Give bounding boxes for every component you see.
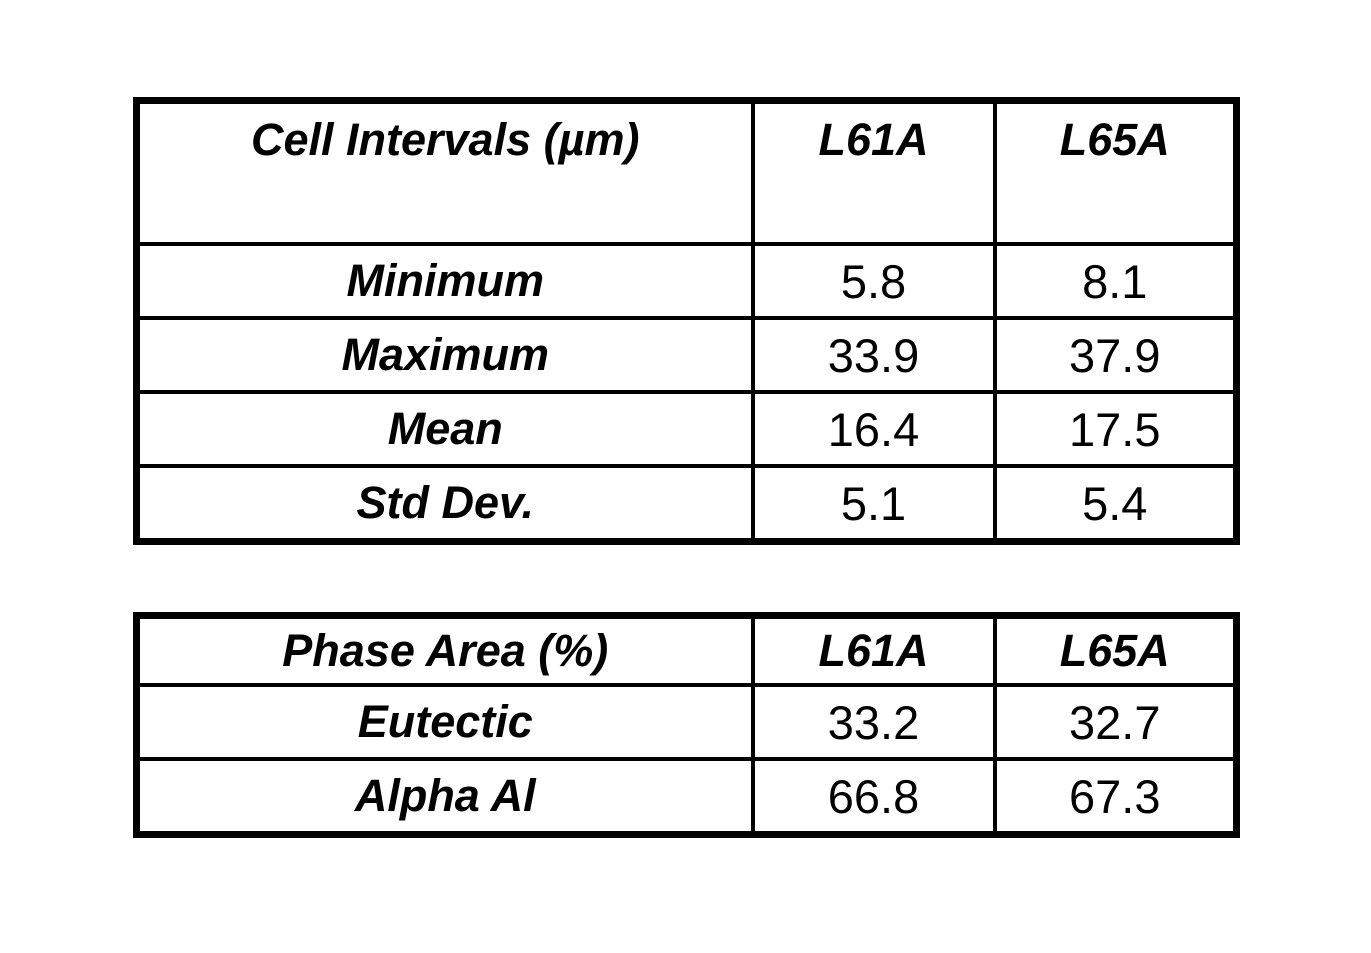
cell-maximum-l61a: 33.9 [750, 316, 997, 394]
table-row-maximum: Maximum 33.9 37.9 [134, 316, 1239, 394]
cell-intervals-header-row: Cell Intervals (µm) L61A L65A [134, 98, 1239, 246]
cell-eutectic-l61a: 33.2 [750, 683, 997, 761]
cell-mean-l61a: 16.4 [750, 390, 997, 468]
cell-std-dev-l61a: 5.1 [750, 464, 997, 544]
row-label-std-dev: Std Dev. [134, 464, 755, 544]
phase-area-column-header-l65a: L65A [992, 613, 1239, 687]
phase-area-header-row: Phase Area (%) L61A L65A [134, 613, 1239, 687]
cell-minimum-l65a: 8.1 [992, 242, 1239, 320]
row-label-minimum: Minimum [134, 242, 755, 320]
phase-area-table: Phase Area (%) L61A L65A Eutectic 33.2 3… [133, 612, 1240, 838]
table-row-mean: Mean 16.4 17.5 [134, 390, 1239, 468]
cell-mean-l65a: 17.5 [992, 390, 1239, 468]
phase-area-column-header-l61a: L61A [750, 613, 997, 687]
row-label-mean: Mean [134, 390, 755, 468]
cell-alpha-al-l61a: 66.8 [750, 757, 997, 837]
cell-intervals-title: Cell Intervals (µm) [134, 98, 755, 246]
table-row-minimum: Minimum 5.8 8.1 [134, 242, 1239, 320]
row-label-eutectic: Eutectic [134, 683, 755, 761]
cell-maximum-l65a: 37.9 [992, 316, 1239, 394]
column-header-l65a: L65A [992, 98, 1239, 246]
table-row-eutectic: Eutectic 33.2 32.7 [134, 683, 1239, 761]
column-header-l61a: L61A [750, 98, 997, 246]
cell-alpha-al-l65a: 67.3 [992, 757, 1239, 837]
row-label-alpha-al: Alpha Al [134, 757, 755, 837]
cell-std-dev-l65a: 5.4 [992, 464, 1239, 544]
cell-intervals-table: Cell Intervals (µm) L61A L65A Minimum 5.… [133, 97, 1240, 545]
cell-minimum-l61a: 5.8 [750, 242, 997, 320]
phase-area-title: Phase Area (%) [134, 613, 755, 687]
row-label-maximum: Maximum [134, 316, 755, 394]
cell-eutectic-l65a: 32.7 [992, 683, 1239, 761]
table-row-std-dev: Std Dev. 5.1 5.4 [134, 464, 1239, 544]
table-row-alpha-al: Alpha Al 66.8 67.3 [134, 757, 1239, 837]
